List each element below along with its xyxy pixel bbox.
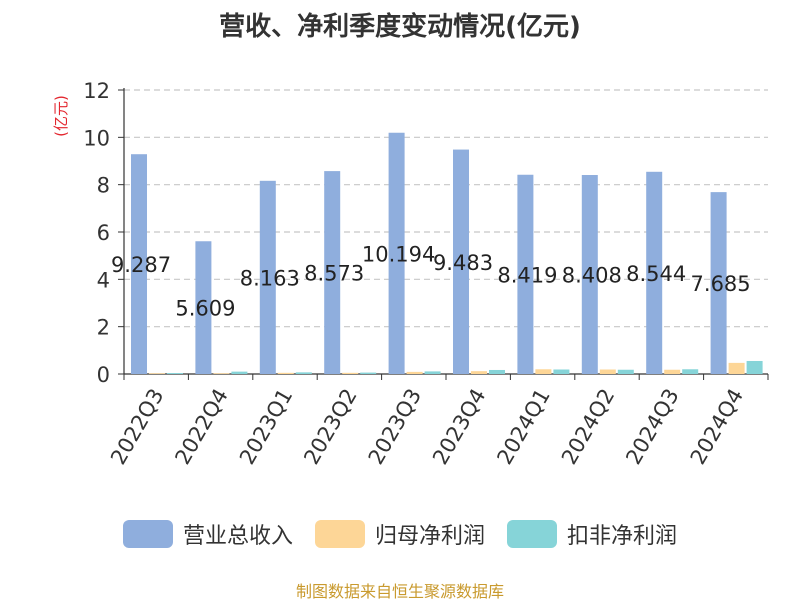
bar-deducted-net-profit xyxy=(167,373,183,374)
bar-net-profit xyxy=(535,369,552,374)
legend-label-deducted-net-profit: 扣非净利润 xyxy=(567,524,678,549)
legend-item-revenue[interactable]: 营业总收入 xyxy=(122,518,293,550)
data-label: 7.685 xyxy=(691,272,751,296)
bar-revenue xyxy=(646,171,663,374)
y-tick-label: 0 xyxy=(97,363,110,387)
data-label: 10.194 xyxy=(362,242,435,266)
bar-revenue xyxy=(259,180,276,374)
legend: 营业总收入 归母净利润 扣非净利润 xyxy=(0,518,800,550)
legend-swatch-deducted-net-profit xyxy=(507,520,557,548)
x-tick-label: 2024Q3 xyxy=(621,385,683,469)
bar-deducted-net-profit xyxy=(231,371,248,374)
legend-item-net-profit[interactable]: 归母净利润 xyxy=(314,518,485,550)
bar-net-profit xyxy=(599,369,616,374)
bar-deducted-net-profit xyxy=(424,371,441,374)
x-tick-label: 2023Q4 xyxy=(428,385,490,469)
y-tick-label: 12 xyxy=(83,79,110,103)
x-tick-label: 2022Q3 xyxy=(106,385,168,469)
y-tick-label: 10 xyxy=(83,126,110,150)
bar-revenue xyxy=(195,241,212,374)
data-label: 9.483 xyxy=(433,251,493,275)
bar-net-profit xyxy=(342,372,359,374)
x-tick-label: 2023Q1 xyxy=(235,385,297,469)
bar-deducted-net-profit xyxy=(295,372,312,374)
bar-revenue xyxy=(710,192,727,374)
bar-net-profit xyxy=(277,372,294,374)
x-tick-label: 2023Q3 xyxy=(364,385,426,469)
y-tick-label: 2 xyxy=(97,316,110,340)
bar-revenue xyxy=(131,154,147,374)
legend-item-deducted-net-profit[interactable]: 扣非净利润 xyxy=(507,518,677,550)
bar-net-profit xyxy=(149,373,165,374)
bar-deducted-net-profit xyxy=(682,369,699,374)
data-label: 5.609 xyxy=(175,297,235,321)
bar-net-profit xyxy=(664,369,681,374)
data-label: 8.544 xyxy=(626,262,686,286)
data-label: 9.287 xyxy=(111,253,171,277)
y-tick-label: 4 xyxy=(97,268,110,292)
bar-deducted-net-profit xyxy=(746,360,763,374)
data-label: 8.573 xyxy=(304,262,364,286)
bar-net-profit xyxy=(213,373,230,374)
x-tick-label: 2024Q4 xyxy=(686,385,748,469)
bar-deducted-net-profit xyxy=(489,369,505,374)
bar-revenue xyxy=(453,149,469,374)
chart-title: 营收、净利季度变动情况(亿元) xyxy=(219,12,581,42)
data-label: 8.408 xyxy=(562,264,622,288)
legend-label-net-profit: 归母净利润 xyxy=(374,524,485,549)
bar-deducted-net-profit xyxy=(617,369,634,374)
bar-net-profit xyxy=(406,371,423,374)
bar-revenue xyxy=(581,175,598,374)
legend-label-revenue: 营业总收入 xyxy=(182,524,293,549)
y-tick-label: 6 xyxy=(97,221,110,245)
bar-deducted-net-profit xyxy=(360,372,377,374)
bar-deducted-net-profit xyxy=(553,369,570,374)
bar-net-profit xyxy=(728,362,745,374)
x-tick-label: 2024Q1 xyxy=(492,385,554,469)
x-tick-label: 2023Q2 xyxy=(299,385,361,469)
x-tick-label: 2024Q2 xyxy=(557,385,619,469)
data-label: 8.163 xyxy=(240,266,300,290)
legend-swatch-net-profit xyxy=(314,520,365,548)
y-tick-label: 8 xyxy=(97,174,110,198)
data-label: 8.419 xyxy=(497,263,557,287)
bar-revenue xyxy=(324,171,341,374)
y-axis-label: (亿元) xyxy=(52,95,70,137)
bar-revenue xyxy=(517,174,534,374)
bar-net-profit xyxy=(471,371,487,374)
data-source: 制图数据来自恒生聚源数据库 xyxy=(295,582,504,601)
legend-swatch-revenue xyxy=(122,520,173,548)
bar-revenue xyxy=(388,132,405,374)
x-tick-label: 2022Q4 xyxy=(170,385,232,469)
